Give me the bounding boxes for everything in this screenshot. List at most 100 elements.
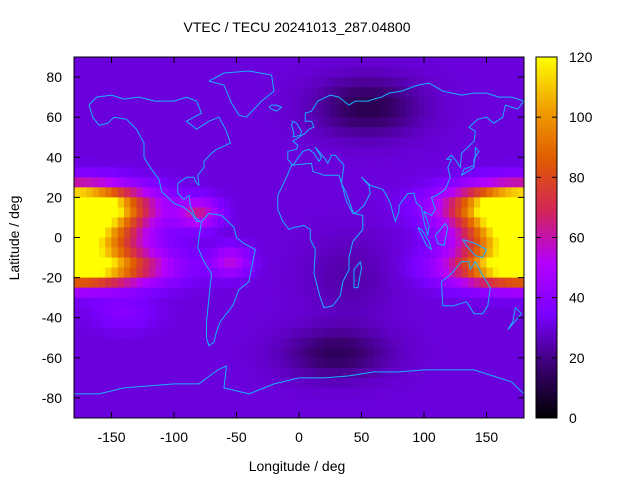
heatmap-cell — [511, 307, 519, 319]
heatmap-cell — [249, 177, 256, 188]
heatmap-cell — [424, 407, 431, 418]
heatmap-cell — [499, 277, 506, 289]
heatmap-cell — [386, 257, 394, 269]
heatmap-cell — [411, 287, 419, 299]
heatmap-cell — [430, 267, 438, 279]
heatmap-cell — [280, 67, 288, 78]
heatmap-cell — [274, 387, 281, 399]
heatmap-cell — [399, 157, 406, 168]
heatmap-cell — [205, 277, 213, 289]
heatmap-cell — [367, 327, 375, 339]
heatmap-cell — [205, 107, 213, 118]
heatmap-cell — [511, 267, 519, 279]
heatmap-cell — [236, 117, 244, 128]
heatmap-cell — [280, 117, 288, 128]
heatmap-cell — [511, 297, 519, 309]
heatmap-cell — [111, 137, 119, 148]
heatmap-cell — [124, 217, 131, 229]
heatmap-cell — [199, 97, 206, 108]
y-tick-label: 80 — [46, 69, 62, 85]
heatmap-cell — [392, 217, 400, 229]
heatmap-cell — [92, 237, 100, 249]
heatmap-cell — [480, 137, 488, 148]
heatmap-cell — [80, 157, 88, 168]
heatmap-cell — [217, 87, 225, 98]
heatmap-cell — [211, 187, 219, 198]
heatmap-cell — [92, 307, 100, 319]
heatmap-cell — [474, 207, 481, 219]
heatmap-cell — [455, 327, 463, 339]
heatmap-cell — [405, 157, 413, 168]
heatmap-cell — [280, 377, 288, 389]
heatmap-cell — [74, 67, 81, 78]
heatmap-cell — [467, 57, 475, 68]
heatmap-cell — [386, 97, 394, 108]
heatmap-cell — [405, 347, 413, 359]
heatmap-cell — [192, 337, 200, 349]
heatmap-cell — [167, 387, 175, 399]
heatmap-cell — [380, 247, 388, 259]
heatmap-cell — [192, 287, 200, 299]
heatmap-cell — [255, 227, 263, 239]
heatmap-cell — [505, 267, 513, 279]
heatmap-cell — [86, 387, 94, 399]
heatmap-cell — [92, 137, 100, 148]
heatmap-cell — [242, 217, 250, 229]
heatmap-cell — [480, 117, 488, 128]
heatmap-cell — [511, 67, 519, 78]
heatmap-cell — [436, 367, 444, 379]
heatmap-cell — [324, 267, 331, 279]
heatmap-cell — [367, 337, 375, 349]
heatmap-cell — [161, 107, 169, 118]
heatmap-cell — [505, 67, 513, 78]
heatmap-cell — [392, 147, 400, 158]
heatmap-cell — [311, 97, 319, 108]
heatmap-cell — [80, 77, 88, 88]
heatmap-cell — [417, 317, 425, 329]
heatmap-cell — [249, 137, 256, 148]
heatmap-cell — [286, 217, 294, 229]
heatmap-cell — [405, 407, 413, 418]
heatmap-cell — [149, 297, 156, 309]
heatmap-cell — [99, 137, 106, 148]
heatmap-cell — [236, 267, 244, 279]
heatmap-cell — [292, 147, 300, 158]
heatmap-cell — [217, 147, 225, 158]
heatmap-cell — [186, 257, 194, 269]
heatmap-cell — [267, 327, 275, 339]
heatmap-cell — [186, 117, 194, 128]
heatmap-cell — [349, 87, 356, 98]
heatmap-cell — [311, 317, 319, 329]
heatmap-cell — [355, 367, 363, 379]
heatmap-cell — [74, 297, 81, 309]
heatmap-cell — [305, 157, 313, 168]
heatmap-cell — [205, 87, 213, 98]
heatmap-cell — [99, 397, 106, 409]
heatmap-cell — [374, 57, 381, 68]
heatmap-cell — [467, 67, 475, 78]
heatmap-cell — [317, 137, 325, 148]
heatmap-cell — [361, 247, 369, 259]
heatmap-cell — [292, 317, 300, 329]
heatmap-cell — [455, 137, 463, 148]
heatmap-cell — [167, 117, 175, 128]
heatmap-cell — [105, 237, 113, 249]
heatmap-cell — [492, 117, 500, 128]
heatmap-cell — [449, 207, 456, 219]
heatmap-cell — [211, 227, 219, 239]
heatmap-cell — [317, 337, 325, 349]
heatmap-cell — [149, 357, 156, 369]
heatmap-cell — [417, 137, 425, 148]
heatmap-cell — [192, 77, 200, 88]
heatmap-cell — [330, 87, 338, 98]
heatmap-cell — [274, 207, 281, 219]
heatmap-cell — [242, 147, 250, 158]
heatmap-cell — [155, 297, 163, 309]
heatmap-cell — [361, 67, 369, 78]
heatmap-cell — [255, 107, 263, 118]
heatmap-cell — [142, 367, 150, 379]
heatmap-cell — [349, 357, 356, 369]
heatmap-cell — [361, 287, 369, 299]
heatmap-cell — [467, 307, 475, 319]
heatmap-cell — [405, 357, 413, 369]
